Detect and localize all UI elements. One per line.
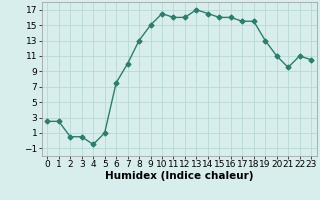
X-axis label: Humidex (Indice chaleur): Humidex (Indice chaleur) [105, 171, 253, 181]
